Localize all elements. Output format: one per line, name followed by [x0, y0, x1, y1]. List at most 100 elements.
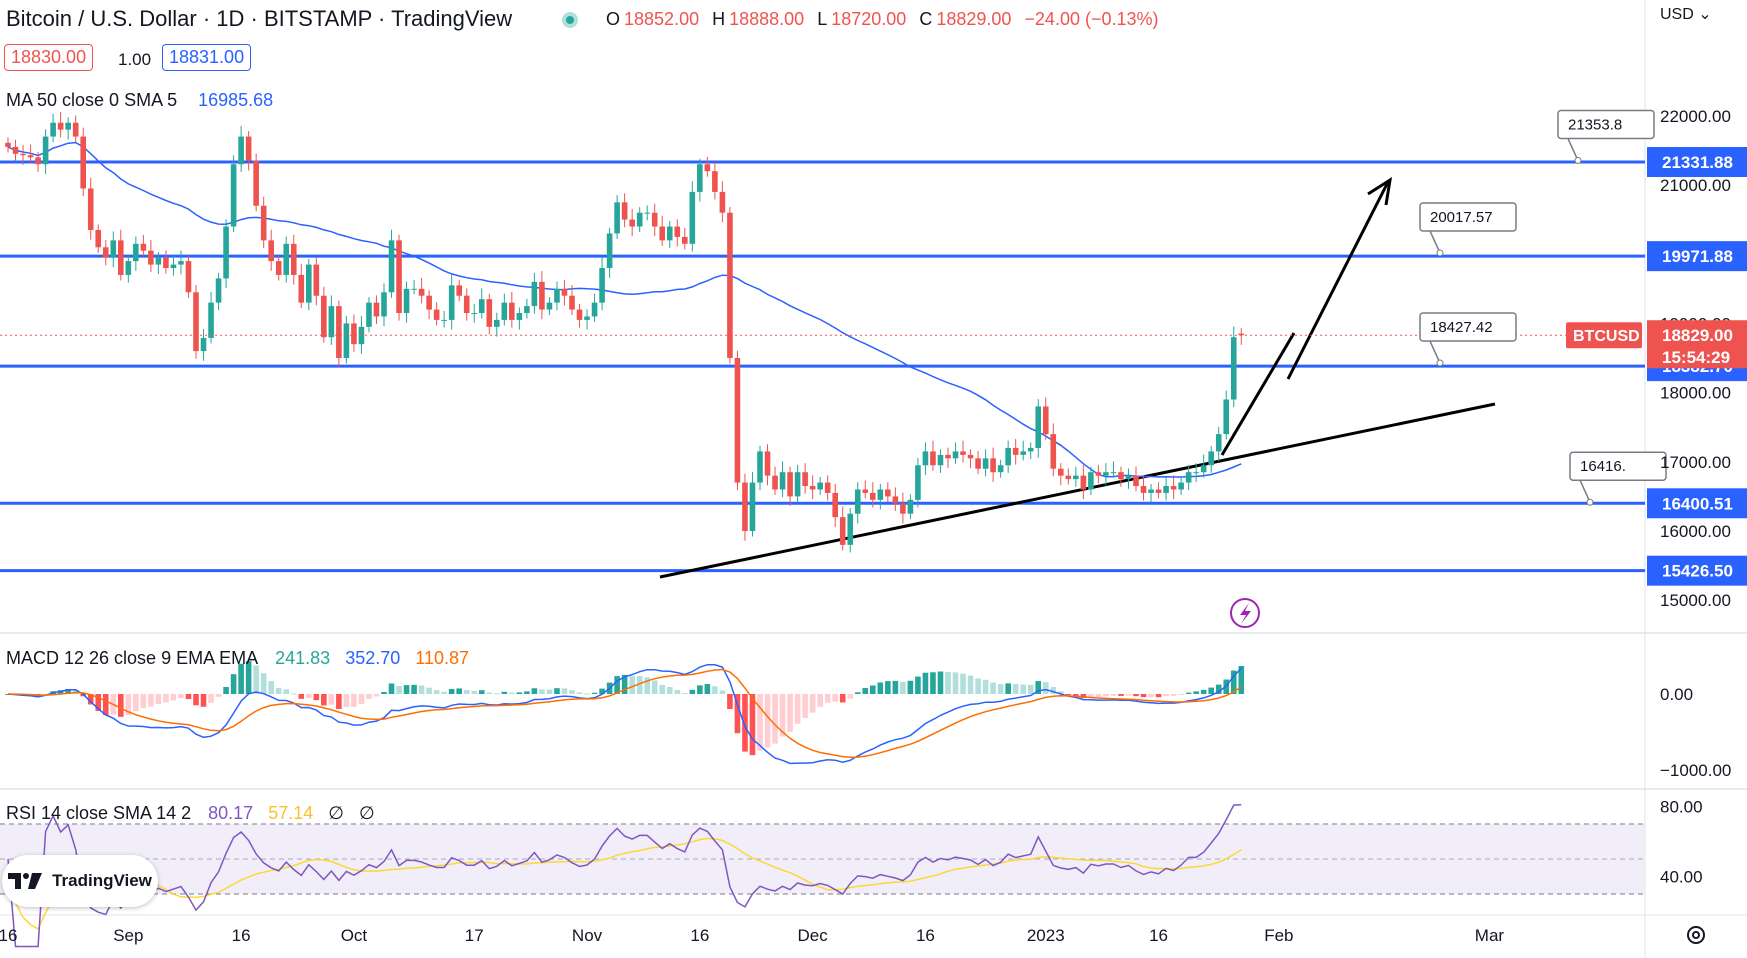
macd-histogram-bar: [1148, 694, 1154, 698]
macd-histogram-bar: [749, 694, 756, 756]
time-axis: 16 Sep 16 Oct 17 Nov 16 Dec 16 2023 16 Feb Mar: [0, 926, 1504, 945]
macd-histogram-bar: [87, 694, 94, 705]
candle-body: [599, 268, 605, 303]
candle-body: [501, 302, 508, 320]
callout-box: [1419, 202, 1517, 232]
time-tick-label: 16: [916, 926, 935, 945]
macd-histogram-bar: [900, 681, 906, 694]
candle-body: [448, 285, 455, 320]
rsi-legend: RSI 14 close SMA 14 2 80.17 57.14 ∅ ∅: [6, 803, 379, 824]
candle-body: [952, 451, 959, 459]
candle-body: [260, 205, 267, 241]
candle-body: [689, 191, 696, 244]
candle-body: [1035, 406, 1042, 448]
macd-histogram-bar: [870, 685, 876, 694]
callout-leader: [1567, 138, 1579, 161]
candle-body: [388, 240, 395, 293]
macd-histogram-bar: [1058, 691, 1064, 694]
candle-body: [80, 136, 86, 189]
macd-histogram-bar: [373, 694, 380, 697]
macd-histogram-bar: [945, 672, 951, 694]
macd-histogram-bar: [1080, 694, 1087, 699]
macd-histogram-bar: [501, 691, 508, 694]
candle-body: [1133, 475, 1139, 487]
candle-body: [704, 164, 711, 172]
macd-histogram-bar: [524, 691, 530, 694]
candle-body: [569, 295, 575, 310]
candle-body: [200, 337, 207, 352]
macd-histogram-bar: [358, 694, 365, 705]
candle-body: [110, 240, 117, 258]
candle-body: [982, 458, 989, 469]
candle-body: [65, 122, 71, 130]
macd-histogram-bar: [170, 694, 177, 701]
tradingview-logo[interactable]: TradingView: [2, 855, 158, 907]
macd-histogram-bar: [539, 689, 545, 694]
candle-body: [1073, 475, 1079, 480]
ohlc-low: L 18720.00: [817, 9, 907, 29]
macd-histogram-bar: [614, 676, 620, 694]
candle-body: [178, 261, 184, 265]
gear-icon[interactable]: [1687, 926, 1705, 944]
ohlc-high: H 18888.00: [712, 9, 805, 29]
candle-body: [283, 243, 290, 275]
candle-body: [591, 302, 598, 317]
ma-legend: MA 50 close 0 SMA 5 16985.68: [6, 90, 277, 111]
sell-price-button[interactable]: 18830.00: [4, 44, 94, 71]
macd-histogram-bar: [343, 694, 350, 707]
macd-histogram-bar: [727, 694, 733, 709]
macd-histogram-bar: [1215, 684, 1222, 694]
callout-text: 16416.: [1580, 458, 1626, 475]
lightning-icon[interactable]: [1230, 598, 1260, 628]
candle-body: [140, 243, 147, 251]
macd-histogram-bar: [990, 682, 996, 694]
currency-selector[interactable]: USD ⌄: [1660, 4, 1712, 24]
symbol-title[interactable]: Bitcoin / U.S. Dollar · 1D · BITSTAMP · …: [6, 6, 513, 31]
candle-body: [336, 306, 342, 358]
time-tick-label: Nov: [572, 926, 603, 945]
macd-histogram-bar: [65, 688, 71, 694]
candle-body: [817, 482, 823, 490]
candle-body: [576, 309, 583, 320]
candle-body: [1193, 472, 1199, 474]
callout-anchor: [1436, 359, 1444, 367]
candle-body: [824, 482, 831, 493]
macd-histogram-bar: [1042, 682, 1049, 694]
candle-body: [749, 482, 756, 531]
candle-body: [659, 226, 666, 241]
level-lines: [0, 160, 1645, 573]
macd-histogram-bar: [1193, 691, 1199, 694]
macd-histogram-bar: [1133, 694, 1139, 697]
candle-body: [290, 243, 297, 275]
macd-tick-label: 0.00: [1660, 685, 1693, 704]
candle-body: [1238, 333, 1245, 336]
callout-anchor: [1574, 157, 1582, 165]
trend-lines: [659, 176, 1496, 579]
macd-histogram-bar: [839, 694, 846, 703]
candle-body: [862, 489, 869, 493]
macd-histogram-bar: [418, 685, 425, 694]
candle-body: [636, 212, 643, 227]
macd-histogram-bar: [290, 693, 297, 695]
candle-body: [418, 288, 425, 296]
candle-body: [584, 316, 590, 320]
callout-text: 21353.8: [1568, 117, 1622, 134]
callout-box: [1569, 451, 1667, 481]
macd-histogram-bar: [584, 693, 590, 695]
market-status-icon: [562, 12, 578, 28]
ohlc-legend: O 18852.00 H 18888.00 L 18720.00 C 18829.00 …: [606, 9, 1163, 30]
macd-histogram-bar: [997, 683, 1004, 694]
macd-histogram-bar: [238, 663, 244, 694]
buy-price-button[interactable]: 18831.00: [162, 44, 252, 71]
macd-histogram-bar: [306, 694, 312, 698]
macd-histogram-bar: [787, 694, 793, 732]
candle-body: [1095, 472, 1102, 476]
macd-histogram-bar: [1155, 694, 1162, 698]
rsi-pane: [7, 804, 1242, 948]
macd-histogram-bar: [599, 688, 605, 694]
price-tick-label: 21000.00: [1660, 176, 1731, 195]
time-tick-label: 16: [232, 926, 251, 945]
macd-histogram-bar: [298, 694, 305, 699]
candle-body: [1170, 486, 1177, 490]
candle-body: [1050, 434, 1057, 469]
